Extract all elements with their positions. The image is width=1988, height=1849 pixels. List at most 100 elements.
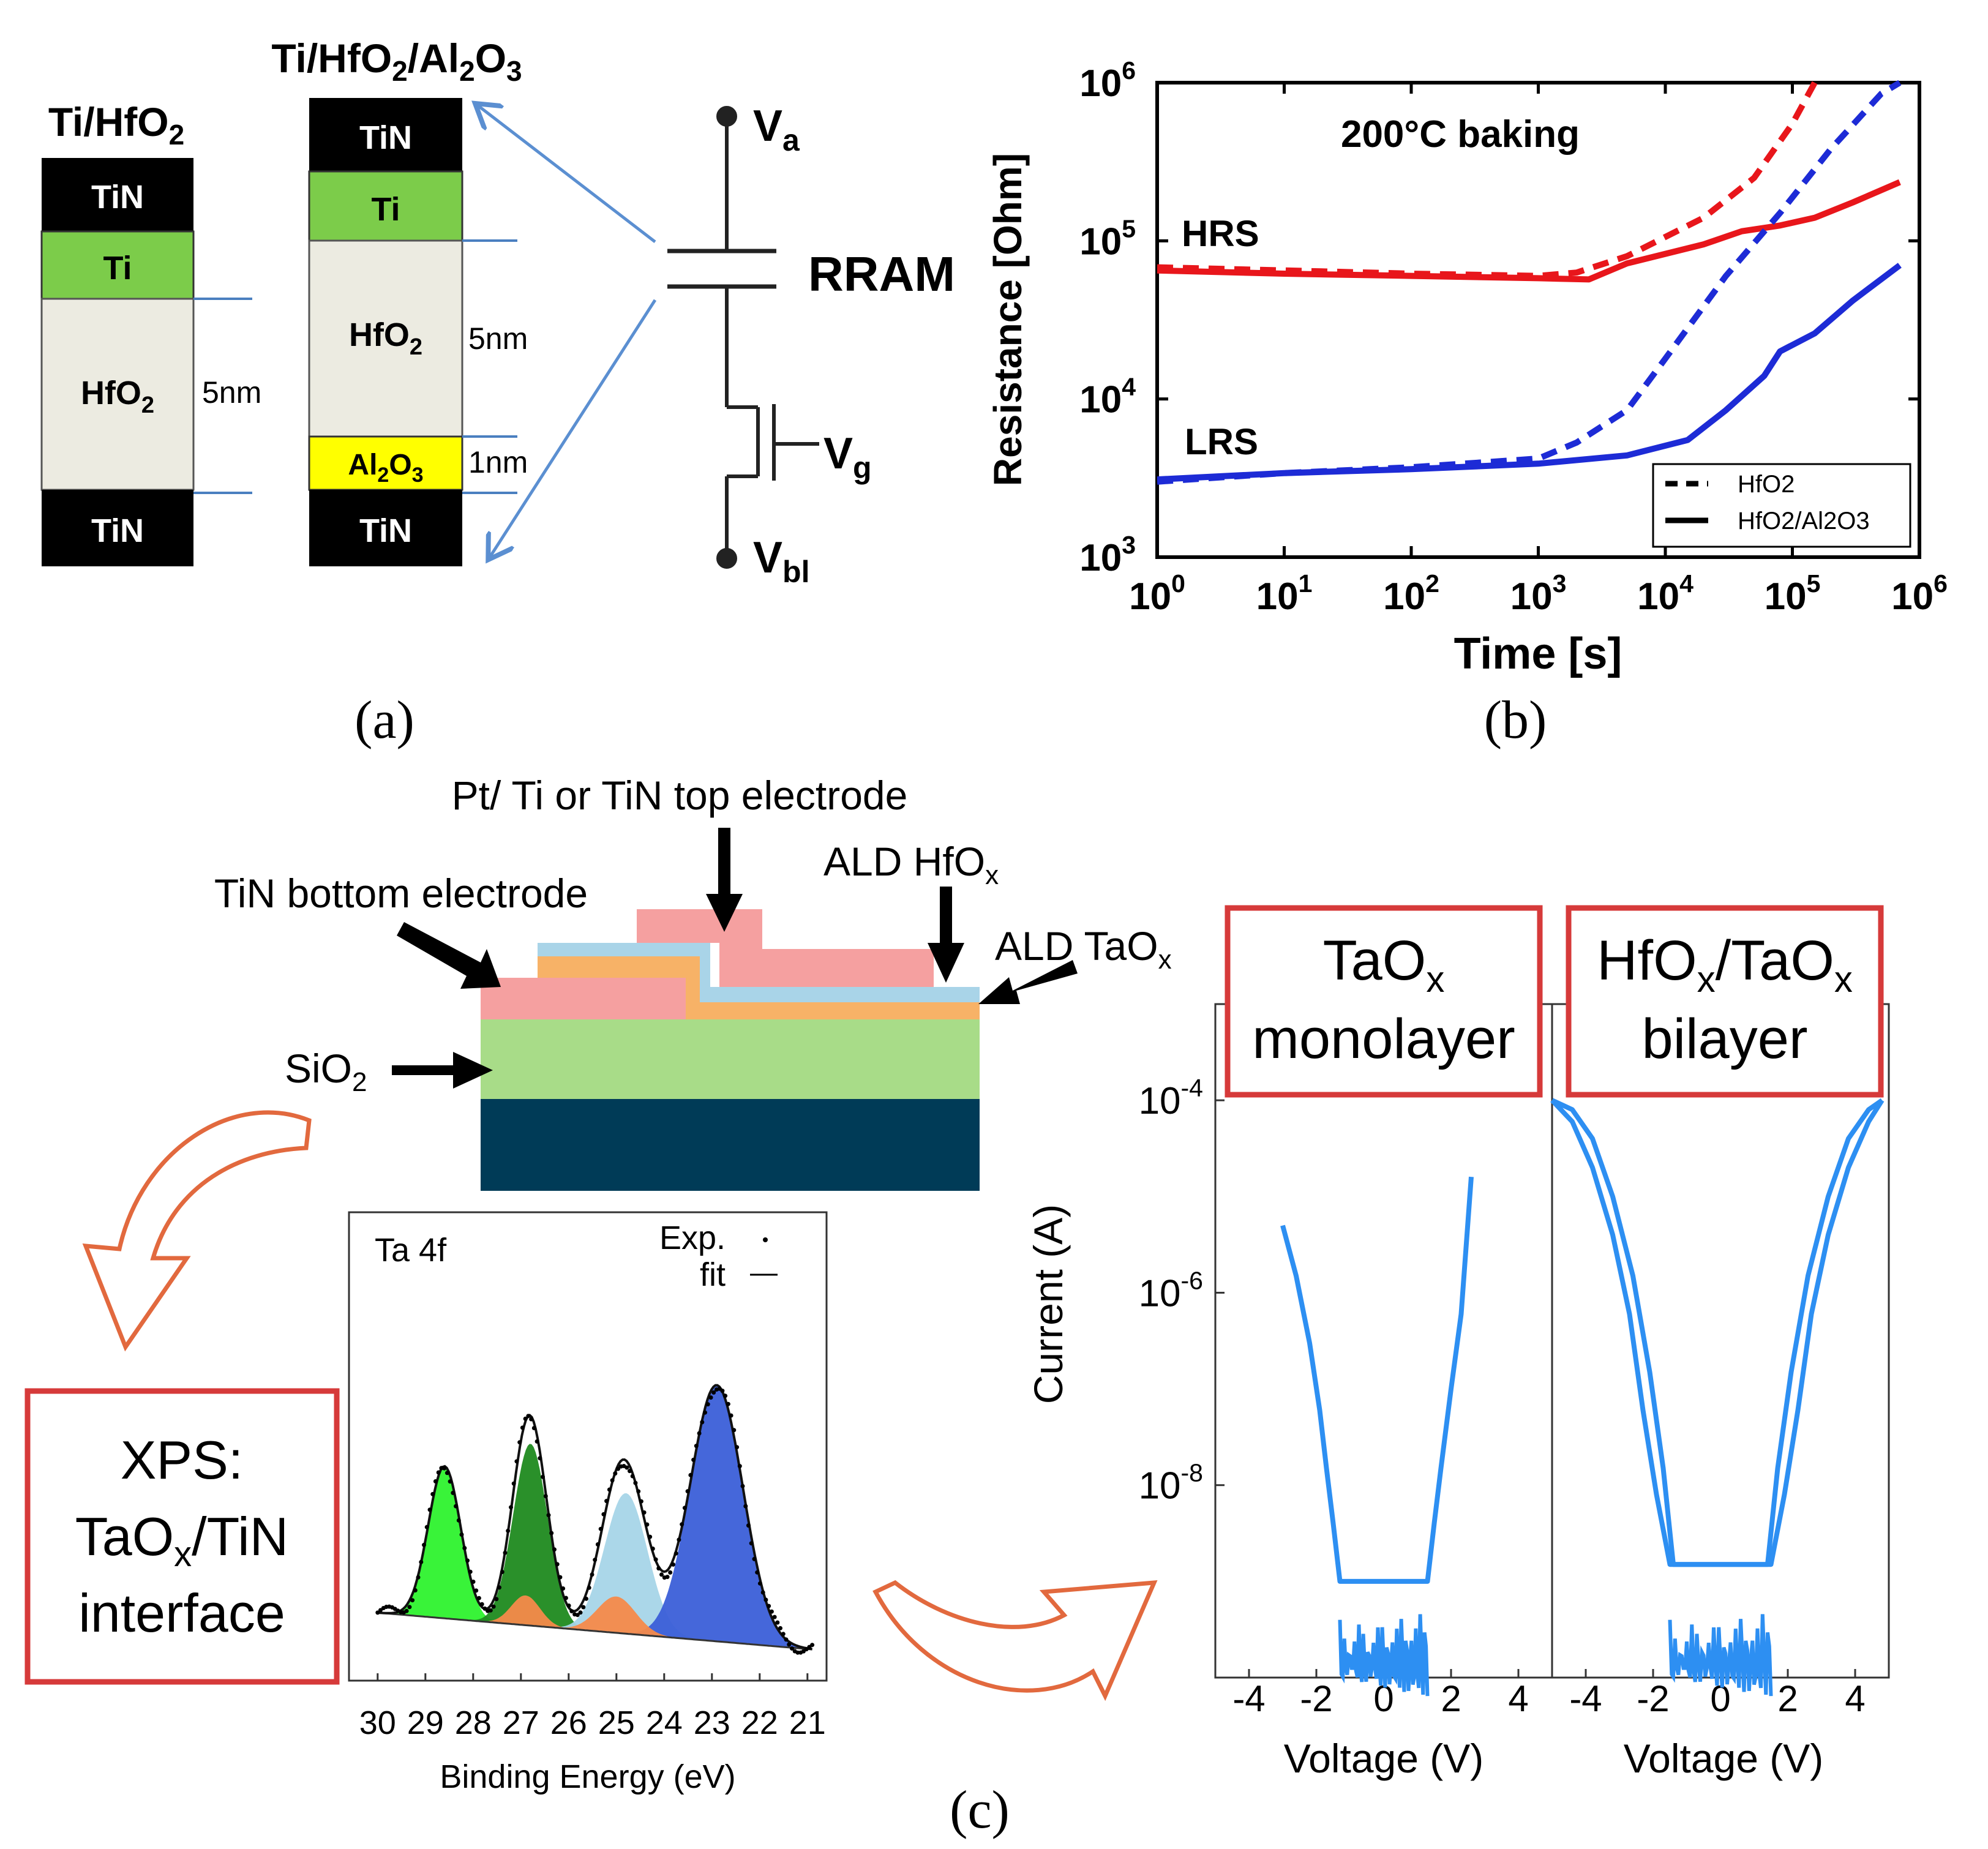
xps-exp-point (491, 1604, 496, 1609)
xps-exp-point (476, 1596, 481, 1600)
b-xtick-label-3: 103 (1510, 569, 1567, 618)
xps-exp-point (711, 1390, 716, 1395)
xps-exp-point (804, 1647, 809, 1652)
xps-exp-point (436, 1470, 441, 1475)
caption-b: (b) (1484, 691, 1547, 750)
xps-exp-point (746, 1523, 751, 1528)
iv-plots: 10-410-610-8-4 -2 0 2 4 -4 -2 0 2 4 Current (A) V… (1026, 905, 1890, 1781)
xps-exp-point (648, 1534, 653, 1539)
iv-mono-line-0 (1280, 1176, 1474, 1584)
xps-exp-point (555, 1562, 560, 1567)
xps-exp-point (607, 1487, 612, 1492)
stack1-ti-label: Ti (103, 250, 132, 287)
xps-exp-point (578, 1610, 583, 1615)
mono-label-box (1225, 905, 1543, 1098)
xps-exp-point (535, 1439, 539, 1444)
iv-bi-line-1 (1550, 1098, 1885, 1567)
b-ytick-label-3: 106 (1079, 56, 1136, 105)
arrow-top-electrode (706, 828, 743, 932)
xps-exp-point (404, 1608, 409, 1613)
b-ytick-label-2: 105 (1079, 214, 1136, 263)
curly-arrow-right (872, 1580, 1158, 1701)
arrow-hfox (928, 887, 964, 983)
xps-exp-point (659, 1572, 664, 1577)
xps-exp-point (598, 1526, 603, 1531)
xps-plot: 30 29 28 27 26 25 24 23 22 21 Ta 4f Exp. fit Bind… (348, 1211, 828, 1795)
stack2-tin-bottom (309, 490, 462, 566)
b-ytick-label-1: 104 (1079, 373, 1136, 421)
sio2-layer (481, 1019, 980, 1099)
xps-fit-lines (375, 1384, 815, 1655)
xps-exp-point (757, 1581, 762, 1586)
xps-exp-point (604, 1499, 609, 1504)
xps-exp-point (720, 1389, 725, 1393)
xps-exp-point (546, 1513, 551, 1518)
xps-peak-lime (377, 1466, 812, 1650)
xps-peak-orange-2 (377, 1596, 812, 1650)
xps-exp-point (479, 1602, 484, 1607)
xps-exp-point (737, 1464, 742, 1469)
xps-exp-point (520, 1425, 525, 1430)
stack2-ti-label: Ti (371, 191, 400, 228)
xps-exp-point (465, 1558, 470, 1563)
xps-exp-point (781, 1632, 786, 1637)
xps-exp-point (488, 1608, 493, 1613)
xps-exp-point (482, 1606, 487, 1611)
xps-exp-point (735, 1445, 740, 1450)
xps-exp-point (593, 1558, 598, 1562)
xps-exp-point (531, 1426, 536, 1430)
stack2-al2o3-label: Al2O3 (348, 449, 423, 487)
lrs-label: LRS (1185, 421, 1258, 462)
black-arrows (392, 828, 1078, 1089)
iv-bi-xtick-label-0: -4 (1569, 1678, 1602, 1719)
xps-exp-point (763, 1597, 768, 1602)
xps-exp-point (630, 1474, 635, 1479)
xps-exp-point (433, 1479, 438, 1483)
stack1-thickness: 5nm (202, 375, 261, 410)
label-taox: ALD TaOx (995, 923, 1172, 975)
xps-exp-point (613, 1471, 618, 1476)
caption-c: (c) (950, 1780, 1010, 1840)
stack1: TiN Ti HfO2 TiN 5nm (40, 158, 261, 566)
xps-exp-point (526, 1414, 531, 1419)
stack1-tin-bottom-label: TiN (91, 512, 144, 549)
taox-layer (538, 955, 980, 1019)
legend-box (1652, 463, 1911, 548)
xps-box-line1: XPS: (121, 1430, 244, 1490)
plot-b-series (1157, 80, 1902, 485)
xps-exp-point (653, 1557, 658, 1562)
b-xtick-label-4: 104 (1637, 569, 1694, 618)
xps-exp-point (422, 1542, 426, 1547)
label-bottom-electrode: TiN bottom electrode (214, 871, 588, 916)
xps-exp-point (610, 1478, 615, 1483)
xps-exp-point (639, 1499, 643, 1504)
plot-b-ticks: 100 101 102 103 104 105 106 103 104 105 106 (1079, 56, 1948, 618)
caption-a: (a) (354, 691, 414, 750)
stack2-thickness-hfo2: 5nm (468, 321, 528, 356)
xps-exp-point (442, 1466, 447, 1471)
xps-exp-point (673, 1551, 678, 1556)
xps-exp-point (665, 1575, 670, 1580)
xps-exp-point (509, 1505, 513, 1510)
xps-exp-point (430, 1491, 435, 1496)
terminal-vbl (716, 548, 737, 569)
va-label: Va (753, 102, 800, 157)
xps-ticks: 30 29 28 27 26 25 24 23 22 21 (359, 1673, 826, 1741)
b-series-3 (1157, 263, 1902, 483)
xps-exp-point (677, 1537, 681, 1542)
plot-b-title: 200°C baking (1341, 113, 1580, 156)
label-top-electrode: Pt/ Ti or TiN top electrode (452, 773, 908, 818)
legend-hfo2-al2o3: HfO2/Al2O3 (1738, 508, 1870, 534)
xps-exp-point (419, 1559, 424, 1564)
xps-label-box (24, 1388, 340, 1685)
xps-exp-point (656, 1566, 661, 1571)
xps-exp-point (810, 1643, 815, 1648)
xps-exp-point (558, 1575, 563, 1580)
bi-label-box (1566, 905, 1884, 1098)
arrow-sio2 (392, 1052, 493, 1089)
xps-exp-point (705, 1402, 710, 1407)
panel-a: Ti/HfO2 TiN Ti HfO2 TiN 5nm Ti/HfO2/Al2O… (40, 36, 955, 750)
xps-xtick-label-1: 29 (407, 1705, 444, 1741)
bi-box-line1: HfOx/TaOx (1597, 929, 1853, 1000)
b-xtick-label-6: 106 (1891, 569, 1948, 618)
